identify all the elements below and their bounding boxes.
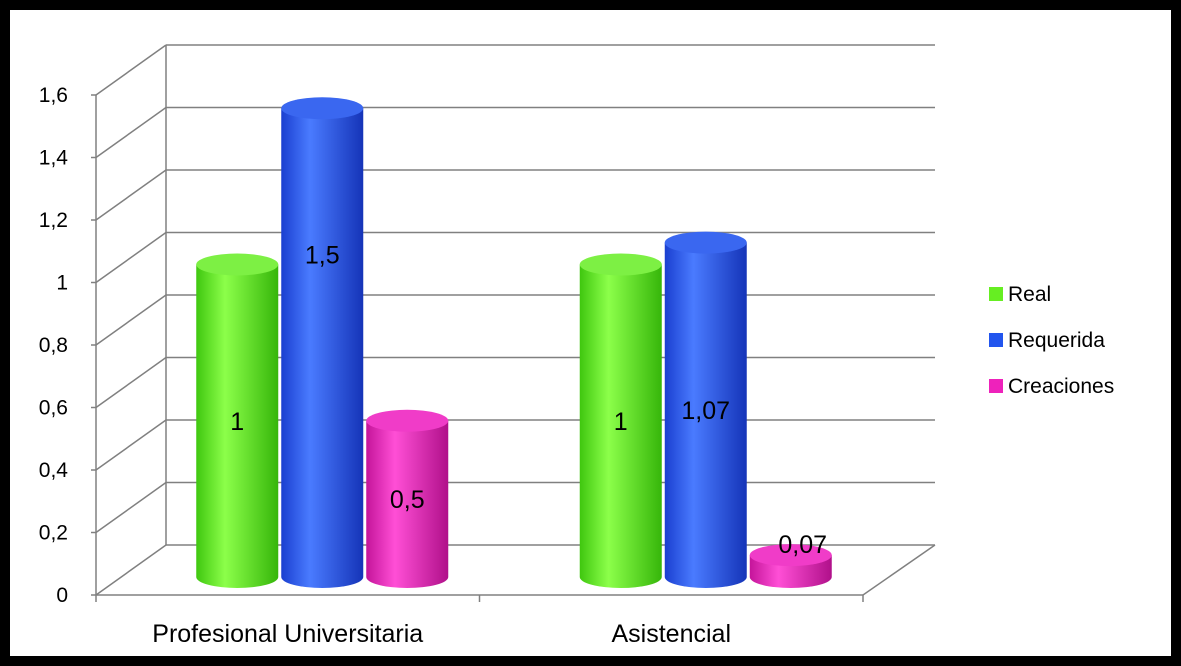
bar-creaciones-2: 0,07 — [749, 531, 832, 588]
legend-swatch-creaciones — [989, 379, 1003, 393]
x-category-label: Profesional Universitaria — [152, 620, 423, 648]
bar-real-1: 1 — [196, 253, 279, 588]
bar-body — [664, 242, 747, 588]
y-tick-label: 0,4 — [39, 459, 69, 482]
data-label: 1,5 — [305, 242, 340, 270]
legend-label-creaciones: Creaciones — [1008, 375, 1114, 398]
bar-top — [749, 544, 832, 567]
bar-body — [196, 264, 279, 588]
bar-real-2: 1 — [579, 253, 662, 588]
legend-label-requerida: Requerida — [1008, 329, 1105, 352]
y-tick-label: 0,2 — [39, 522, 68, 545]
legend-label-real: Real — [1008, 283, 1051, 306]
bar-chart: 0 0,2 0,4 0,6 0,8 1 1,2 1,4 1,6 Profesional Unive… — [39, 44, 1114, 648]
chart-axes: 0 0,2 0,4 0,6 0,8 1 1,2 1,4 1,6 Profesional Unive… — [39, 84, 864, 648]
data-label: 0,07 — [778, 531, 827, 559]
gridline-side — [95, 544, 167, 596]
bar-requerida-2: 1,07 — [664, 231, 747, 588]
data-label: 1,07 — [681, 397, 730, 425]
y-tick-label: 1,6 — [39, 84, 68, 107]
y-tick-label: 1 — [56, 272, 68, 295]
y-tick-label: 1,4 — [39, 147, 69, 170]
bar-top — [579, 253, 662, 276]
y-tick-label: 0 — [56, 584, 68, 607]
gridline-side — [95, 481, 167, 534]
bar-top — [196, 253, 279, 276]
legend-swatch-requerida — [989, 333, 1003, 347]
legend-swatch-real — [989, 287, 1003, 301]
bar-top — [664, 231, 747, 254]
gridline-side — [95, 44, 167, 96]
x-category-label: Asistencial — [612, 620, 732, 648]
bar-body — [366, 420, 449, 588]
gridline-side — [95, 231, 167, 284]
bar-body — [281, 108, 364, 588]
gridline-side — [95, 419, 167, 471]
chart-legend: Real Requerida Creaciones — [989, 283, 1114, 398]
y-tick-label: 1,2 — [39, 209, 68, 232]
gridline-side — [95, 169, 167, 221]
bar-creaciones-1: 0,5 — [366, 409, 449, 588]
y-tick-label: 0,8 — [39, 334, 68, 357]
floor-right-edge — [862, 544, 936, 596]
bar-top — [281, 97, 364, 120]
y-tick-label: 0,6 — [39, 397, 68, 420]
gridline-side — [95, 294, 167, 346]
chart-bars: 1 1,5 0,5 1 1,07 0,07 — [196, 97, 832, 588]
data-label: 1 — [230, 408, 244, 436]
bar-requerida-1: 1,5 — [281, 97, 364, 588]
data-label: 1 — [614, 408, 628, 436]
bar-top — [366, 409, 449, 432]
data-label: 0,5 — [390, 486, 425, 514]
bar-body — [579, 264, 662, 588]
gridline-side — [95, 106, 167, 159]
chart-frame: 0 0,2 0,4 0,6 0,8 1 1,2 1,4 1,6 Profesional Unive… — [10, 10, 1171, 656]
gridline-side — [95, 356, 167, 409]
